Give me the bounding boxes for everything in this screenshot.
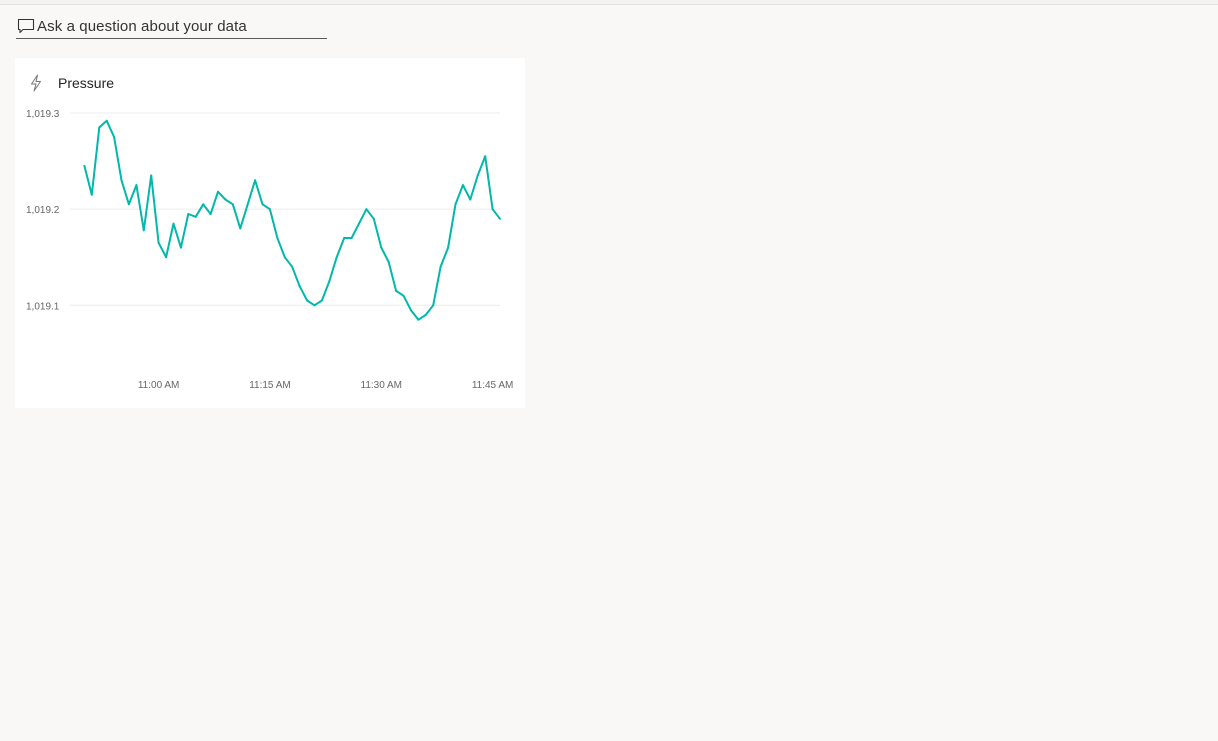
data-point <box>127 203 130 206</box>
data-point <box>98 126 101 129</box>
data-point <box>454 203 457 206</box>
data-point <box>276 237 279 239</box>
x-tick-label: 11:30 AM <box>361 380 403 391</box>
data-point <box>268 208 271 211</box>
qna-placeholder: Ask a question about your data <box>37 17 247 35</box>
chat-bubble-icon <box>16 17 36 35</box>
tile-header: Pressure <box>15 72 114 94</box>
data-point <box>343 237 346 239</box>
data-point <box>202 203 205 206</box>
data-point <box>83 164 86 167</box>
data-point <box>306 299 309 302</box>
data-point <box>387 261 390 263</box>
data-point <box>120 179 123 182</box>
data-point <box>135 184 138 187</box>
data-point <box>476 174 479 177</box>
pressure-line-chart: 1,019.31,019.21,019.1 11:00 AM 11:15 AM 11… <box>26 109 513 391</box>
data-point <box>157 241 160 244</box>
data-point <box>372 217 375 220</box>
x-tick-label: 11:00 AM <box>138 380 180 391</box>
pressure-tile[interactable]: Pressure 1,019.3 1,019.2 1,019.1 11:00 AM 1… <box>15 58 525 408</box>
data-point <box>231 203 234 206</box>
data-point <box>499 217 501 220</box>
data-point <box>209 213 212 215</box>
data-point <box>484 155 487 158</box>
data-point <box>113 136 116 138</box>
data-point <box>469 198 472 201</box>
data-point <box>491 208 494 211</box>
data-point <box>439 265 442 268</box>
gridlines <box>70 112 500 306</box>
y-tick-label: 1,019.1 <box>26 301 60 312</box>
data-point <box>150 174 153 177</box>
x-axis-ticks: 11:00 AM 11:15 AM 11:30 AM 11:45 AM <box>138 380 513 391</box>
data-point <box>172 222 175 225</box>
data-point <box>417 318 420 321</box>
data-point <box>328 280 331 283</box>
series-group <box>83 119 501 321</box>
data-point <box>320 299 323 302</box>
data-point <box>461 184 464 187</box>
data-point <box>409 309 412 312</box>
data-point <box>350 237 353 239</box>
x-tick-label: 11:45 AM <box>472 380 514 391</box>
data-point <box>187 213 190 215</box>
tile-title: Pressure <box>58 75 115 91</box>
top-border <box>0 0 1218 5</box>
data-point <box>358 222 360 225</box>
data-point <box>246 203 249 206</box>
data-point <box>254 179 257 182</box>
y-tick-label: 1,019.2 <box>26 205 60 216</box>
data-point <box>90 193 93 196</box>
data-point <box>395 289 398 292</box>
data-point <box>224 198 227 201</box>
data-point <box>298 285 301 288</box>
data-point <box>380 246 383 249</box>
data-point <box>365 208 368 211</box>
x-tick-label: 11:15 AM <box>249 380 291 391</box>
data-point <box>424 313 427 316</box>
data-point <box>291 265 294 268</box>
pressure-series-line <box>83 119 501 321</box>
lightning-bolt-icon <box>27 73 45 93</box>
data-point <box>261 203 264 206</box>
y-tick-label: 1,019.3 <box>26 109 60 120</box>
data-point <box>447 246 450 249</box>
data-point <box>142 229 145 232</box>
y-axis-ticks: 1,019.3 1,019.2 1,019.1 <box>26 109 60 312</box>
data-point <box>313 304 316 307</box>
data-point <box>402 294 405 297</box>
data-point <box>239 227 242 230</box>
qna-input[interactable]: Ask a question about your data <box>16 14 327 39</box>
data-point <box>335 256 338 259</box>
data-point <box>432 304 435 307</box>
data-point <box>179 246 182 249</box>
data-point <box>217 190 219 193</box>
data-point <box>105 119 108 122</box>
data-point <box>194 215 197 218</box>
data-point <box>165 256 168 259</box>
data-point <box>283 256 286 259</box>
